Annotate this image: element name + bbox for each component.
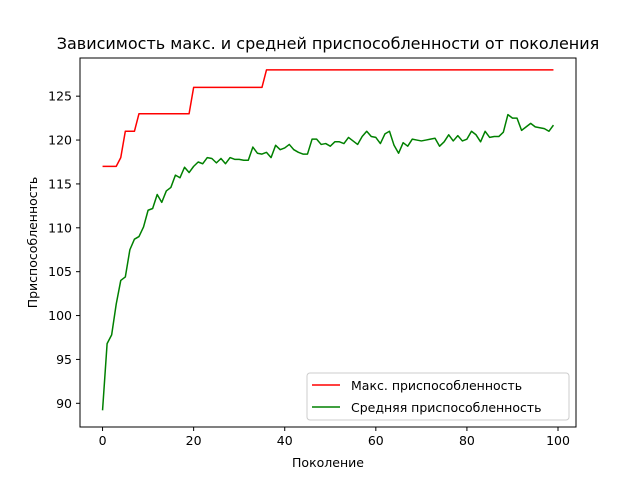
y-tick-label: 125 [48,89,72,104]
mean-fitness-line [101,113,555,411]
legend-label-max: Макс. приспособленность [351,378,522,393]
y-tick-label: 95 [56,352,72,367]
y-tick-label: 120 [48,133,72,148]
plot-area [79,57,577,428]
y-tick-label: 100 [48,308,72,323]
y-axis-ticks: 90 95 100 105 110 115 120 125 [48,89,80,411]
x-tick-label: 60 [368,433,384,448]
x-axis-ticks: 0 20 40 60 80 100 [99,427,570,448]
y-tick-label: 105 [48,264,72,279]
x-tick-label: 40 [277,433,293,448]
legend-label-mean: Средняя приспособленность [351,400,542,415]
y-tick-label: 90 [56,396,72,411]
y-tick-label: 115 [48,176,72,191]
plot-frame [79,57,577,428]
max-fitness-line [102,69,554,168]
legend: Макс. приспособленность Средняя приспосо… [306,372,570,421]
x-tick-label: 20 [186,433,202,448]
y-axis-label: Приспособленность [25,177,40,309]
x-tick-label: 80 [459,433,475,448]
series-layer [101,69,555,411]
y-tick-label: 110 [48,220,72,235]
x-tick-label: 100 [546,433,570,448]
x-axis-label: Поколение [292,455,364,470]
x-tick-label: 0 [99,433,107,448]
legend-box [306,372,570,421]
chart-title: Зависимость макс. и средней приспособлен… [57,34,600,53]
